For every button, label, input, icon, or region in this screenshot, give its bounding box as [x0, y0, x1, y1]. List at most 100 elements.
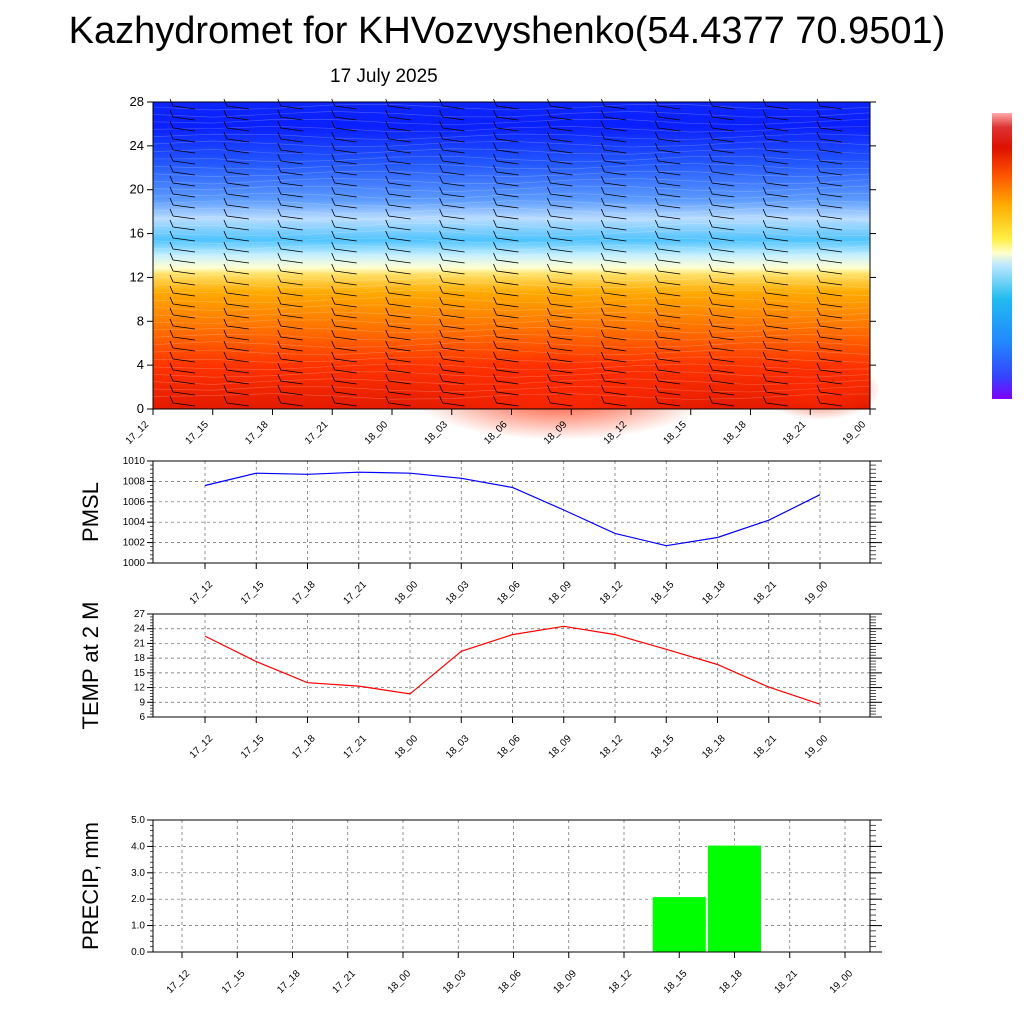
- x-tick-label: 18_09: [546, 579, 574, 607]
- x-tick-label: 18_21: [772, 968, 800, 996]
- precip-bar: [651, 896, 707, 953]
- wind-barb: [547, 318, 573, 330]
- wind-barb: [493, 197, 519, 209]
- wind-barb: [600, 197, 627, 209]
- wind-barb: [762, 208, 789, 220]
- wind-barb: [654, 109, 681, 121]
- wind-barb: [708, 175, 735, 187]
- wind-barb: [331, 219, 357, 231]
- x-tick-label: 18_12: [598, 579, 626, 607]
- wind-barb: [331, 329, 357, 341]
- wind-barb: [600, 252, 627, 264]
- wind-barb: [816, 175, 843, 187]
- wind-barb: [385, 230, 411, 242]
- colorbar: [992, 113, 1012, 399]
- wind-barb: [331, 307, 357, 319]
- wind-barb: [654, 384, 681, 396]
- wind-barb: [816, 318, 843, 330]
- wind-barb: [600, 296, 627, 308]
- wind-barb: [439, 175, 465, 187]
- wind-barb: [493, 395, 519, 407]
- contour-line: [152, 363, 871, 370]
- wind-barb: [277, 131, 303, 143]
- wind-barb: [169, 230, 196, 242]
- wind-barb: [277, 285, 303, 297]
- contour-line: [152, 148, 871, 155]
- contour-line: [152, 371, 871, 378]
- x-tick-label: 18_09: [546, 733, 574, 761]
- wind-barb: [762, 230, 789, 242]
- wind-barb: [708, 153, 735, 165]
- wind-barb: [816, 285, 843, 297]
- wind-barb: [654, 197, 681, 209]
- temp-frame: [152, 613, 871, 718]
- wind-barb: [654, 362, 681, 374]
- wind-barb: [169, 296, 196, 308]
- wind-barb: [493, 164, 519, 176]
- wind-barb: [223, 285, 249, 297]
- contour-line: [153, 356, 871, 363]
- contour-line: [152, 222, 871, 230]
- wind-barb: [439, 164, 465, 176]
- wind-barb: [547, 252, 573, 264]
- wind-barb: [654, 131, 681, 143]
- wind-barb: [654, 351, 681, 363]
- wind-barb: [654, 175, 681, 187]
- wind-barb: [331, 153, 357, 165]
- wind-barb: [547, 131, 573, 143]
- wind-barb: [277, 263, 303, 275]
- wind-barb: [493, 340, 519, 352]
- x-tick-label: 18_15: [649, 579, 677, 607]
- wind-barb: [600, 164, 627, 176]
- wind-barb: [493, 351, 519, 363]
- wind-barb: [708, 395, 735, 407]
- pmsl-frame: [152, 460, 871, 564]
- heatmap-warm-core: [410, 350, 710, 440]
- wind-barb: [385, 241, 411, 253]
- x-tick-label: 17_21: [341, 733, 369, 761]
- x-tick-label: 18_00: [386, 968, 414, 996]
- wind-barb: [493, 252, 519, 264]
- wind-barb: [762, 175, 789, 187]
- wind-barb: [547, 175, 573, 187]
- wind-barb: [708, 362, 735, 374]
- wind-barb: [600, 186, 627, 198]
- contour-line: [152, 133, 871, 141]
- y-tick-label: 12: [134, 683, 146, 694]
- wind-barb: [762, 296, 789, 308]
- wind-barb: [816, 120, 843, 132]
- x-tick-label: 17_12: [188, 579, 216, 607]
- wind-barb: [223, 219, 249, 231]
- x-tick-label: 18_21: [751, 733, 779, 761]
- wind-barb: [439, 131, 465, 143]
- y-tick-label: 8: [137, 313, 144, 328]
- x-tick-label: 17_12: [165, 968, 193, 996]
- x-tick-label: 17_12: [188, 733, 216, 761]
- wind-barb: [493, 263, 519, 275]
- wind-barb: [816, 208, 843, 220]
- wind-barb: [385, 285, 411, 297]
- wind-barb: [385, 274, 411, 286]
- wind-barb: [762, 373, 789, 385]
- wind-barb: [223, 164, 249, 176]
- wind-barb: [600, 208, 627, 220]
- wind-barb: [331, 296, 357, 308]
- wind-barb: [493, 384, 519, 396]
- wind-barb: [816, 197, 843, 209]
- wind-barb: [223, 274, 249, 286]
- wind-barb: [708, 120, 735, 132]
- wind-barb: [169, 142, 196, 154]
- wind-barb: [439, 296, 465, 308]
- y-tick-label: 4.0: [131, 841, 145, 852]
- wind-barb: [654, 340, 681, 352]
- wind-barb: [654, 164, 681, 176]
- wind-barb: [547, 362, 573, 374]
- wind-barb: [654, 307, 681, 319]
- wind-barb: [600, 340, 627, 352]
- wind-barb: [493, 230, 519, 242]
- wind-barb: [547, 384, 573, 396]
- wind-barb: [708, 285, 735, 297]
- contour-line: [152, 274, 871, 282]
- y-tick-label: 20: [130, 182, 144, 197]
- wind-barb: [331, 186, 357, 198]
